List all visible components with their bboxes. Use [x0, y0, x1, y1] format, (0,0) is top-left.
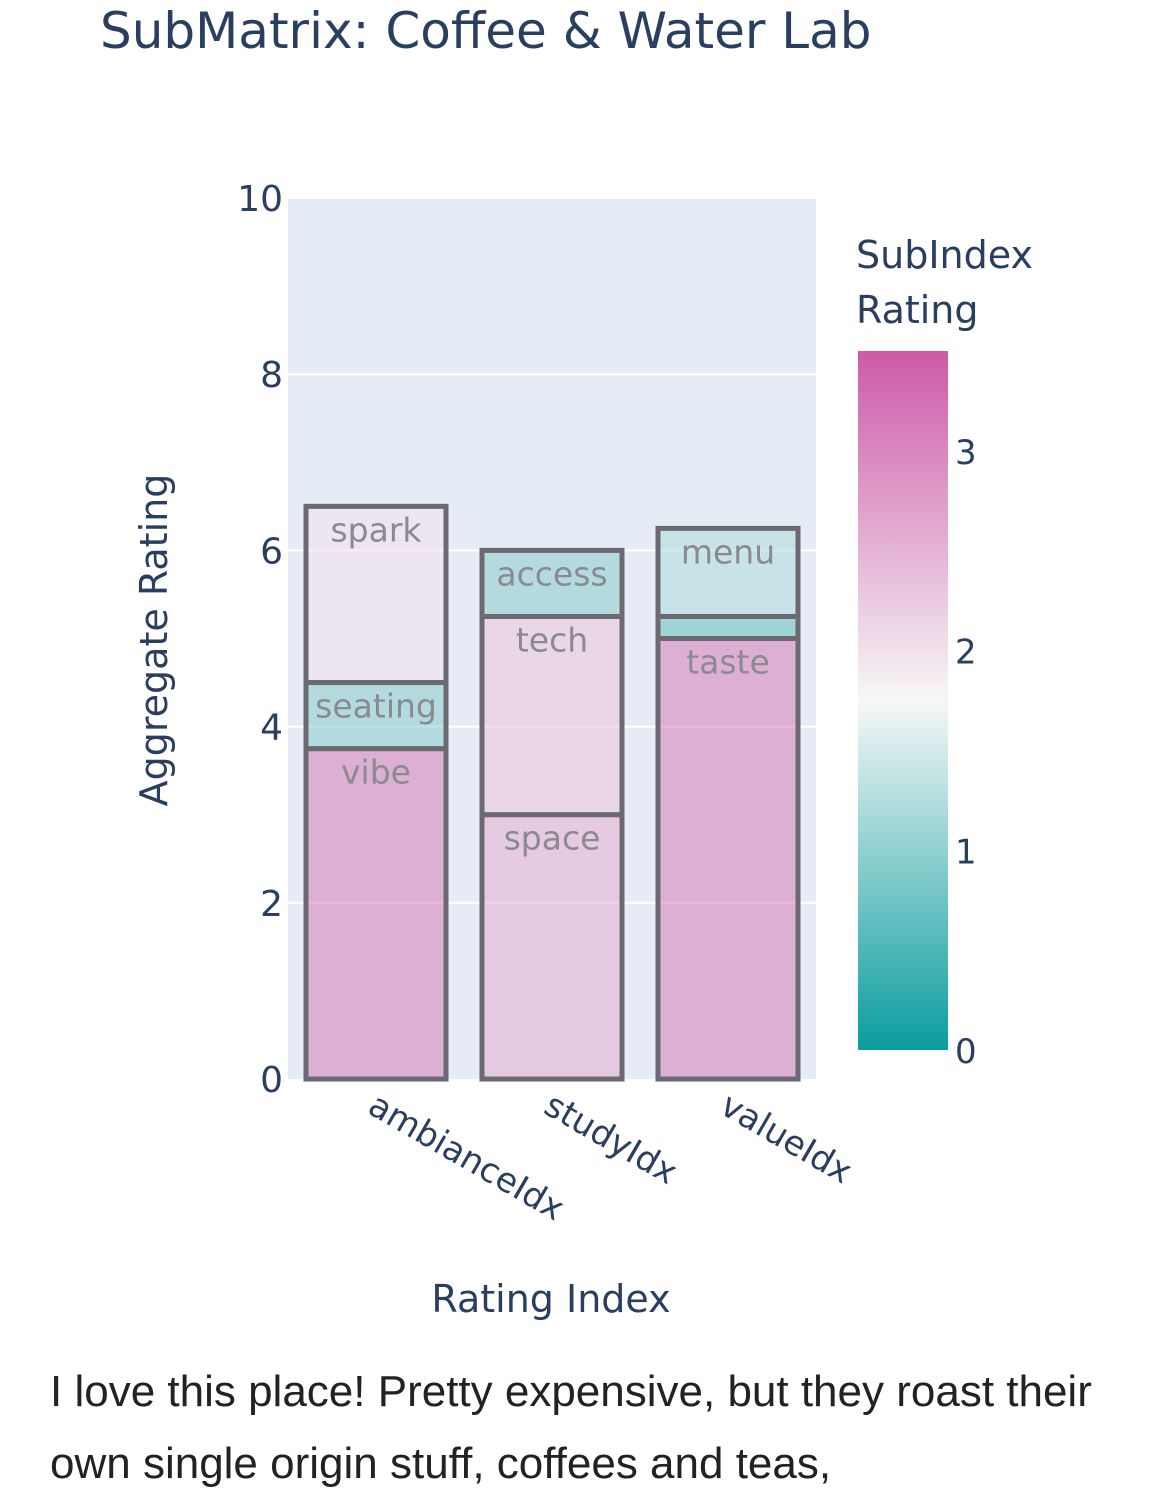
colorbar-tick-label: 0	[955, 1032, 977, 1072]
bar-segment-vibe	[303, 746, 449, 1082]
y-axis-label: Aggregate Rating	[132, 474, 176, 807]
y-tick-labels: 0 2 4 6 8 10	[237, 179, 283, 1101]
bar-segment-space	[479, 812, 625, 1082]
colorbar-tick-label: 2	[955, 633, 977, 673]
y-tick-label: 2	[260, 884, 283, 925]
bar-segment-label: access	[496, 554, 607, 593]
bar-segment-label: space	[504, 819, 601, 858]
bar-segment-label: spark	[330, 510, 422, 549]
bar-segment-label: seating	[315, 687, 437, 726]
bar-segment-label: tech	[516, 620, 588, 659]
bar-segment-spark	[303, 503, 449, 686]
colorbar-tick-labels: 0 1 2 3	[955, 433, 977, 1072]
chart-title: SubMatrix: Coffee & Water Lab	[100, 2, 872, 60]
colorbar-tick-label: 1	[955, 832, 977, 872]
colorbar-title-line-1: SubIndex	[856, 233, 1033, 277]
y-tick-label: 10	[237, 179, 283, 220]
x-tick-label: studyIdx	[538, 1085, 684, 1193]
y-tick-label: 8	[260, 355, 283, 396]
x-tick-label: ambianceIdx	[362, 1085, 571, 1229]
bars: vibe seating spark space tech access taste- men…	[303, 503, 801, 1082]
y-tick-label: 0	[260, 1060, 283, 1101]
bar-segment-label: -	[727, 644, 730, 653]
colorbar	[858, 351, 948, 1050]
bar-segment-label: vibe	[341, 753, 411, 792]
bar-segment-label: taste	[686, 643, 770, 682]
colorbar-title-line-2: Rating	[856, 288, 979, 332]
bar-segment--	[655, 613, 801, 641]
x-axis-label: Rating Index	[431, 1277, 670, 1321]
bar-segment-taste	[655, 636, 801, 1082]
bar-segment-seating	[303, 680, 449, 752]
x-tick-label: valueIdx	[714, 1085, 859, 1192]
bar-segment-label: menu	[681, 532, 775, 571]
colorbar-tick-label: 3	[955, 433, 977, 473]
bar-segment-access	[479, 547, 625, 619]
bar-segment-menu	[655, 525, 801, 619]
y-tick-label: 4	[260, 708, 283, 749]
review-text: I love this place! Pretty expensive, but…	[50, 1367, 1092, 1488]
y-tick-label: 6	[260, 531, 283, 572]
